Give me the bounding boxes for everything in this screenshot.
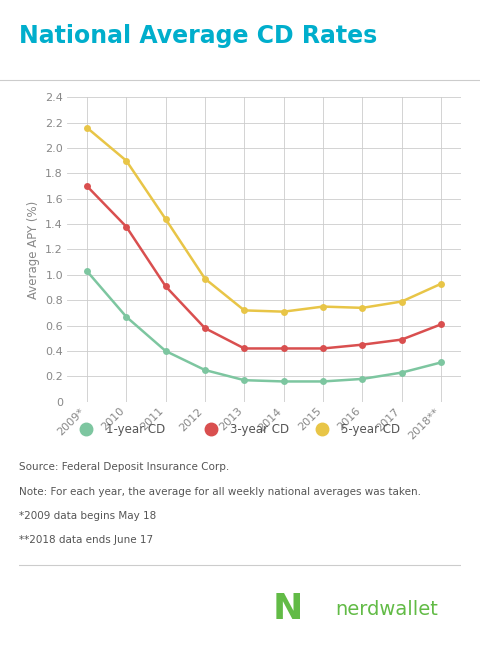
Text: 1-year CD: 1-year CD [106,422,165,436]
Text: **2018 data ends June 17: **2018 data ends June 17 [19,535,153,545]
Text: 5-year CD: 5-year CD [341,422,400,436]
Y-axis label: Average APY (%): Average APY (%) [26,200,40,299]
Text: *2009 data begins May 18: *2009 data begins May 18 [19,511,156,521]
Text: 3-year CD: 3-year CD [230,422,289,436]
Text: nerdwallet: nerdwallet [336,599,438,619]
Text: Source: Federal Deposit Insurance Corp.: Source: Federal Deposit Insurance Corp. [19,463,229,472]
Text: N: N [273,592,303,626]
Text: National Average CD Rates: National Average CD Rates [19,23,377,47]
Text: Note: For each year, the average for all weekly national averages was taken.: Note: For each year, the average for all… [19,487,421,496]
